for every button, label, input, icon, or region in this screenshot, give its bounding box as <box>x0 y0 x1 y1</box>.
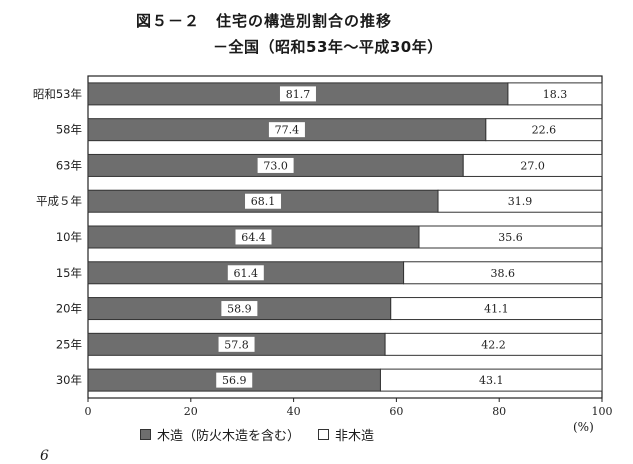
category-label: 58年 <box>56 123 82 137</box>
bar-non-wooden <box>507 82 603 106</box>
category-label: 20年 <box>56 302 82 316</box>
category-label: 10年 <box>56 230 82 244</box>
data-label-non-wooden: 18.3 <box>543 88 568 101</box>
legend-label-non-wooden: 非木造 <box>335 429 375 444</box>
legend-swatch-non-wooden <box>318 429 330 440</box>
data-label-non-wooden: 22.6 <box>532 124 557 137</box>
data-label-bg <box>235 229 272 245</box>
data-label-non-wooden: 38.6 <box>491 267 516 280</box>
x-tick-label: 100 <box>592 405 613 418</box>
bar-non-wooden <box>403 261 603 285</box>
legend: 木造（防火木造を含む） 非木造 <box>140 425 374 444</box>
chart-subtitle: －全国（昭和53年～平成30年） <box>213 38 443 56</box>
data-label-non-wooden: 43.1 <box>479 374 504 387</box>
legend-label-wooden: 木造（防火木造を含む） <box>157 429 301 444</box>
x-tick-label: 20 <box>184 405 198 418</box>
x-tick-label: 80 <box>492 405 506 418</box>
data-label-wooden: 58.9 <box>227 303 252 316</box>
data-label-bg <box>216 372 253 388</box>
unit-label: (%) <box>573 420 594 434</box>
bar-non-wooden <box>485 118 603 142</box>
data-label-wooden: 57.8 <box>224 338 249 351</box>
data-label-wooden: 73.0 <box>263 159 288 172</box>
data-label-wooden: 56.9 <box>222 374 247 387</box>
data-label-non-wooden: 42.2 <box>481 338 506 351</box>
data-label-non-wooden: 31.9 <box>508 195 533 208</box>
category-label: 15年 <box>56 266 82 280</box>
data-label-wooden: 81.7 <box>286 88 311 101</box>
data-label-bg <box>279 86 316 102</box>
data-label-bg <box>221 301 258 317</box>
data-label-bg <box>218 336 255 352</box>
category-label: 63年 <box>56 158 82 172</box>
legend-swatch-wooden <box>140 429 151 440</box>
bar-non-wooden <box>462 153 603 177</box>
bar-non-wooden <box>379 368 603 392</box>
data-label-bg <box>245 193 282 209</box>
x-tick-label: 40 <box>287 405 301 418</box>
data-label-bg <box>227 265 264 281</box>
bar-non-wooden <box>390 297 603 321</box>
category-label: 30年 <box>56 373 82 387</box>
category-label: 平成５年 <box>36 194 82 208</box>
data-label-wooden: 61.4 <box>234 267 259 280</box>
footer-mark: 6 <box>40 448 49 464</box>
category-label: 昭和53年 <box>33 87 82 101</box>
data-label-non-wooden: 27.0 <box>520 159 545 172</box>
x-tick-label: 0 <box>85 405 92 418</box>
data-label-non-wooden: 41.1 <box>484 303 509 316</box>
bar-non-wooden <box>437 189 603 213</box>
data-label-bg <box>257 157 294 173</box>
bar-non-wooden <box>418 225 603 249</box>
data-label-bg <box>268 122 305 138</box>
chart-title: 図５－２ 住宅の構造別割合の推移 <box>136 12 393 30</box>
data-label-wooden: 68.1 <box>251 195 276 208</box>
data-label-wooden: 64.4 <box>241 231 266 244</box>
x-tick-label: 60 <box>389 405 403 418</box>
category-label: 25年 <box>56 337 82 351</box>
data-label-wooden: 77.4 <box>275 124 300 137</box>
data-label-non-wooden: 35.6 <box>498 231 523 244</box>
bar-non-wooden <box>384 332 603 356</box>
